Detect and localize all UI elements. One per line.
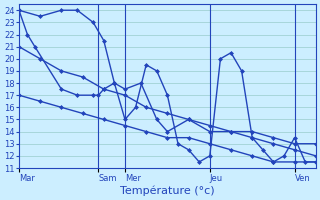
X-axis label: Température (°c): Température (°c) [120,185,215,196]
